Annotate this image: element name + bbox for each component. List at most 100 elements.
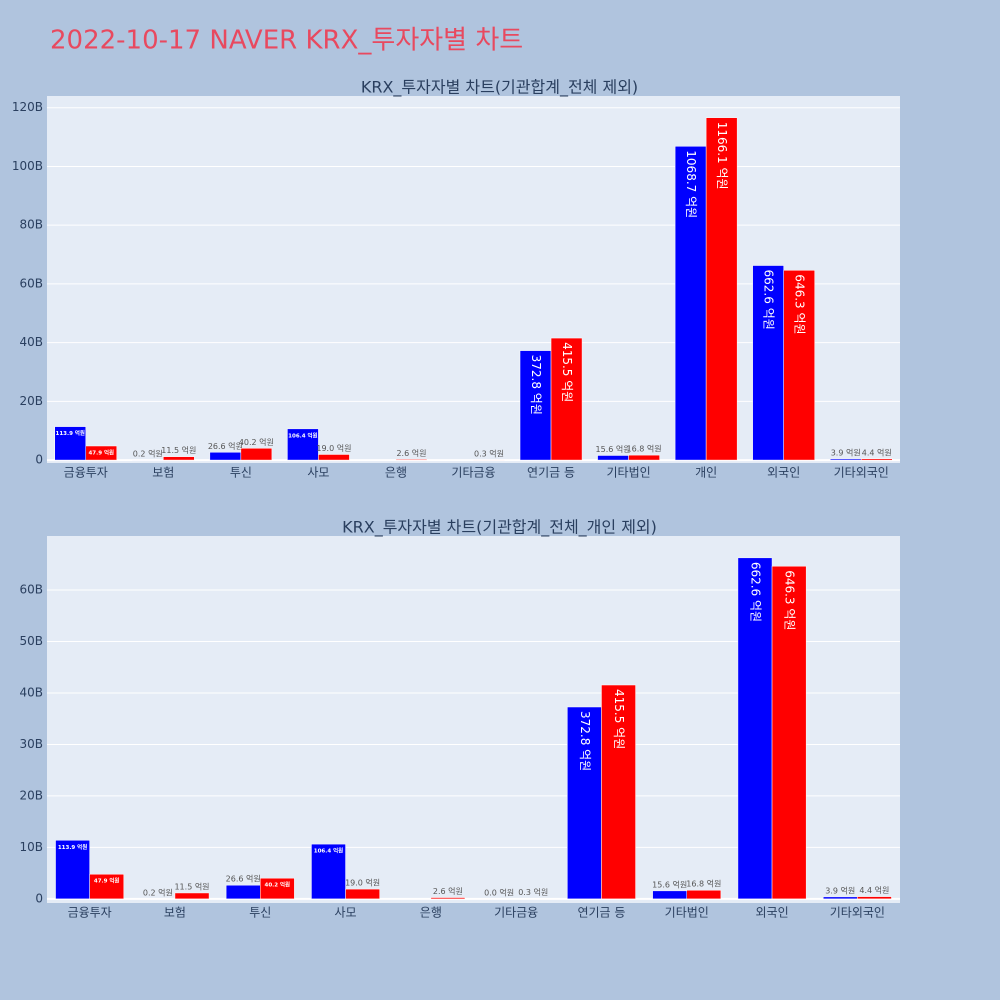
bar <box>628 454 660 461</box>
bar <box>857 896 892 900</box>
data-label: 0.3 억원 <box>474 448 504 458</box>
x-tick-label: 사모 <box>307 466 329 480</box>
bar <box>567 706 602 900</box>
y-tick-label: 50B <box>19 634 43 648</box>
page-title: 2022-10-17 NAVER KRX_투자자별 차트 <box>50 26 523 56</box>
data-label: 4.4 억원 <box>859 885 889 895</box>
y-tick-label: 20B <box>19 788 43 802</box>
bar <box>860 458 893 461</box>
bar <box>54 426 87 461</box>
data-label: 16.8 억원 <box>627 444 662 454</box>
x-tick-label: 기타법인 <box>607 466 651 480</box>
data-label: 4.4 억원 <box>862 447 892 457</box>
bar <box>705 117 738 461</box>
bar <box>260 877 295 900</box>
x-tick-label: 기타금융 <box>494 906 538 920</box>
x-tick-label: 연기금 등 <box>577 906 625 920</box>
data-label: 15.6 억원 <box>596 444 631 454</box>
y-tick-label: 0 <box>35 891 43 905</box>
bar <box>430 897 466 900</box>
bar <box>752 265 784 461</box>
bar <box>737 557 773 900</box>
data-label: 646.3 억원 <box>783 570 797 630</box>
bar <box>85 445 118 461</box>
data-label: 47.9 억원 <box>94 877 120 885</box>
x-tick-label: 외국인 <box>767 466 800 480</box>
data-label: 0.3 억원 <box>518 887 548 897</box>
data-label: 26.6 억원 <box>208 441 243 451</box>
y-tick-label: 120B <box>12 100 43 114</box>
x-tick-label: 투신 <box>249 906 271 920</box>
chart-title: KRX_투자자별 차트(기관합계_전체 제외) <box>361 78 638 98</box>
data-label: 1166.1 억원 <box>715 122 729 190</box>
bar <box>822 896 858 900</box>
bar <box>601 684 636 900</box>
bar <box>829 458 862 461</box>
x-tick-label: 연기금 등 <box>527 466 575 480</box>
data-label: 0.2 억원 <box>133 449 163 459</box>
x-tick-label: 사모 <box>335 906 357 920</box>
bar <box>55 840 90 900</box>
x-tick-label: 개인 <box>695 466 717 480</box>
data-label: 113.9 억원 <box>58 843 87 851</box>
data-label: 0.2 억원 <box>143 887 173 897</box>
data-label: 3.9 억원 <box>825 885 855 895</box>
data-label: 40.2 억원 <box>265 881 291 889</box>
bar <box>395 459 428 461</box>
bar <box>287 428 319 461</box>
bar <box>597 455 629 461</box>
y-tick-label: 40B <box>19 335 43 349</box>
y-tick-label: 0 <box>35 453 43 467</box>
x-tick-label: 은행 <box>385 465 407 480</box>
bar <box>311 843 346 900</box>
data-label: 1068.7 억원 <box>684 150 698 218</box>
y-tick-label: 30B <box>19 737 43 751</box>
chart-title: KRX_투자자별 차트(기관합계_전체_개인 제외) <box>342 518 657 538</box>
bar <box>783 270 815 461</box>
y-tick-label: 60B <box>19 583 43 597</box>
y-tick-label: 10B <box>19 840 43 854</box>
bar <box>240 448 273 461</box>
data-label: 106.4 억원 <box>288 431 317 439</box>
data-label: 372.8 억원 <box>578 711 592 771</box>
data-label: 662.6 억원 <box>762 270 776 330</box>
data-label: 19.0 억원 <box>345 878 380 888</box>
x-tick-label: 금융투자 <box>64 466 108 480</box>
x-tick-label: 금융투자 <box>68 906 112 920</box>
y-tick-label: 100B <box>12 159 43 173</box>
bar <box>345 888 380 900</box>
bar <box>686 889 722 900</box>
data-label: 19.0 억원 <box>316 443 351 453</box>
data-label: 26.6 억원 <box>226 874 261 884</box>
y-tick-label: 20B <box>19 394 43 408</box>
data-label: 113.9 억원 <box>56 429 85 437</box>
bar <box>225 884 261 900</box>
bar <box>163 456 195 461</box>
bar <box>771 565 807 900</box>
data-label: 415.5 억원 <box>612 689 626 749</box>
x-tick-label: 보험 <box>152 466 174 480</box>
data-label: 16.8 억원 <box>686 879 721 889</box>
data-label: 2.6 억원 <box>433 886 463 896</box>
x-tick-label: 외국인 <box>755 906 788 920</box>
x-tick-label: 기타법인 <box>665 906 709 920</box>
y-tick-label: 80B <box>19 218 43 232</box>
bar <box>519 350 552 461</box>
data-label: 106.4 억원 <box>314 847 343 855</box>
x-tick-label: 은행 <box>420 905 442 920</box>
bar <box>209 452 242 461</box>
bar <box>652 890 688 900</box>
bar <box>674 146 707 461</box>
data-label: 11.5 억원 <box>161 445 196 455</box>
x-tick-label: 투신 <box>230 466 252 480</box>
data-label: 0.0 억원 <box>484 887 514 897</box>
x-tick-label: 보험 <box>164 906 186 920</box>
y-tick-label: 40B <box>19 685 43 699</box>
data-label: 15.6 억원 <box>652 879 687 889</box>
data-label: 47.9 억원 <box>88 449 114 457</box>
x-tick-label: 기타외국인 <box>834 466 889 480</box>
y-tick-label: 60B <box>19 276 43 290</box>
data-label: 372.8 억원 <box>529 355 543 415</box>
